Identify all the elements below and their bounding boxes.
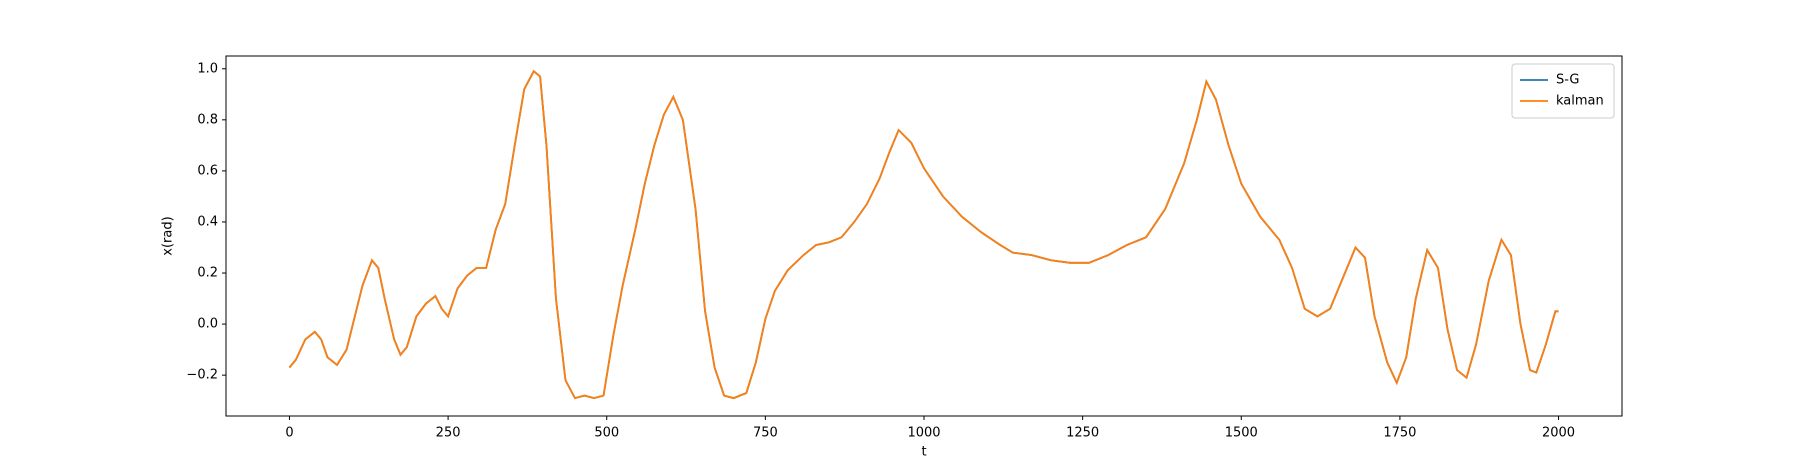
y-axis-label: x(rad) <box>161 216 176 255</box>
y-tick-label: 1.0 <box>197 61 218 76</box>
x-tick-label: 250 <box>436 426 461 441</box>
legend-label: S-G <box>1556 73 1580 88</box>
y-tick-label: 0.8 <box>197 112 218 127</box>
legend-box <box>1511 63 1615 119</box>
y-tick-label: −0.2 <box>186 368 218 383</box>
x-tick-label: 1500 <box>1225 426 1258 441</box>
x-tick-label: 500 <box>594 426 619 441</box>
y-tick-label: 0.2 <box>197 266 218 281</box>
x-tick-label: 1750 <box>1383 426 1416 441</box>
x-tick-label: 1000 <box>907 426 940 441</box>
x-axis-label: t <box>921 445 926 460</box>
y-tick-label: 0.4 <box>197 214 218 229</box>
plot-frame <box>225 55 1623 417</box>
x-tick-label: 750 <box>753 426 778 441</box>
x-tick-label: 0 <box>285 426 293 441</box>
y-tick-label: 0.6 <box>197 163 218 178</box>
x-tick-label: 1250 <box>1066 426 1099 441</box>
legend-label: kalman <box>1556 94 1604 109</box>
series-line <box>288 69 1559 400</box>
series-line <box>288 69 1559 400</box>
y-tick-label: 0.0 <box>197 317 218 332</box>
x-tick-label: 2000 <box>1542 426 1575 441</box>
